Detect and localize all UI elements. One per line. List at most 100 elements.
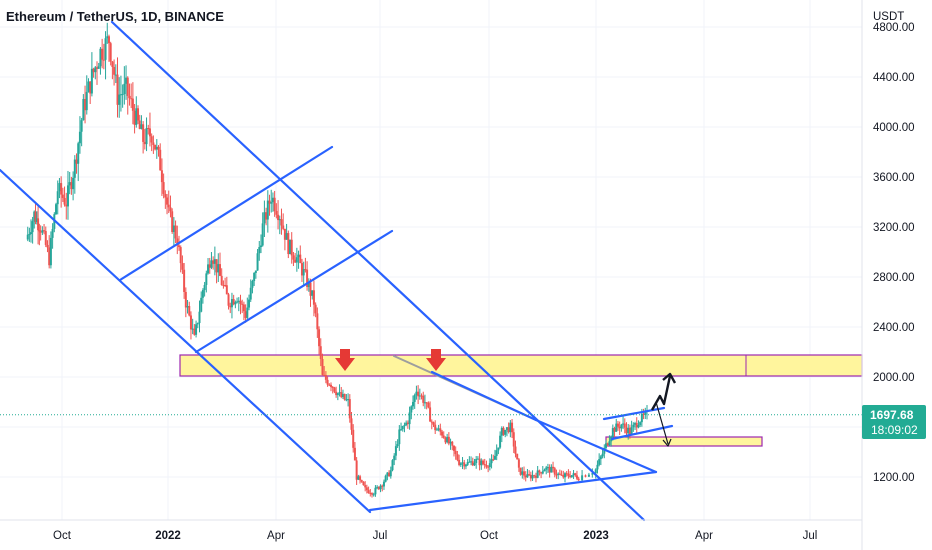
candle-body [432,422,435,425]
candle-body [176,238,179,246]
candle-body [376,486,379,488]
candle-body [51,228,54,238]
y-tick-label: 4000.00 [873,122,915,134]
candle-body [381,485,384,487]
candle-body [193,328,196,335]
candle-body [637,425,640,428]
candle-body [314,304,317,314]
candle-body [400,429,403,431]
candle-body [229,305,232,308]
candle-body [599,456,602,460]
candle-body [150,136,153,143]
candle-body [87,81,90,92]
x-tick-label: Apr [695,530,713,542]
candle-body [137,108,140,121]
candle-body [526,474,529,478]
candle-body [444,437,447,443]
candle-body [210,260,213,268]
last-price-tag: 1697.68 18:09:02 [862,405,926,439]
candle-body [417,391,420,397]
candle-body [482,460,485,465]
candle-body [473,463,476,466]
candle-body [352,429,355,448]
candle-body [148,128,151,137]
candle-body [464,464,467,467]
candle-body [328,384,331,386]
last-price-value: 1697.68 [870,408,914,422]
candle-body [405,422,408,426]
candle-body [628,427,631,435]
candle-body [635,423,638,428]
candle-body [31,221,34,233]
candle-body [598,459,601,465]
y-tick-label: 3200.00 [873,222,915,234]
candle-body [572,473,575,476]
candle-body [256,253,259,271]
time-axis[interactable]: Oct 2022 Apr Jul Oct 2023 Apr Jul [53,530,817,542]
candle-body [92,68,95,73]
candle-body [555,474,558,476]
candle-body [345,399,348,401]
candle-body [521,471,524,475]
candle-body [289,239,292,255]
candle-body [189,315,192,330]
candle-body [205,273,208,285]
candle-body [220,275,223,285]
down-arrow-1 [335,349,355,371]
candle-body [224,285,227,287]
candle-body [587,474,590,477]
candle-body [545,467,548,470]
candle-body [454,450,457,455]
candle-body [97,66,100,69]
candle-body [632,424,635,428]
candle-body [497,447,500,451]
candle-body [152,142,155,145]
candle-body [620,424,623,429]
candle-body [372,494,375,496]
candle-body [442,435,445,438]
candle-body [446,436,449,443]
candle-body [179,247,182,264]
candlestick-series [26,22,648,498]
candle-body [604,443,607,448]
candle-body [177,245,180,248]
candle-body [369,492,372,494]
candle-body [540,472,543,474]
candle-body [570,475,573,478]
candle-body [611,428,614,437]
candle-body [164,193,167,198]
candle-body [126,77,129,96]
candle-body [427,402,430,408]
candle-body [394,446,397,456]
candle-body [232,299,235,305]
candle-body [34,211,37,222]
candle-body [316,313,319,330]
candle-body [172,225,175,232]
candle-body [225,285,228,295]
candle-body [403,425,406,427]
candle-body [575,475,578,479]
candle-body [107,36,110,44]
annotation-arrows [335,349,446,371]
candle-body [536,470,539,478]
candle-body [340,392,343,397]
channel-lower-line [0,168,372,514]
candle-body [418,395,421,397]
candle-body [78,131,81,144]
candle-body [504,429,507,435]
candle-body [294,259,297,263]
candle-body [183,269,186,292]
candle-body [425,402,428,404]
support-zone [605,436,763,447]
y-tick-label: 3600.00 [873,172,915,184]
candle-body [246,307,249,318]
candle-body [44,231,47,245]
candle-body [251,280,254,288]
candle-body [61,194,64,198]
candle-body [94,67,97,73]
inner-channel-upper-line [118,145,334,282]
candle-body [476,458,479,460]
candle-body [384,475,387,482]
